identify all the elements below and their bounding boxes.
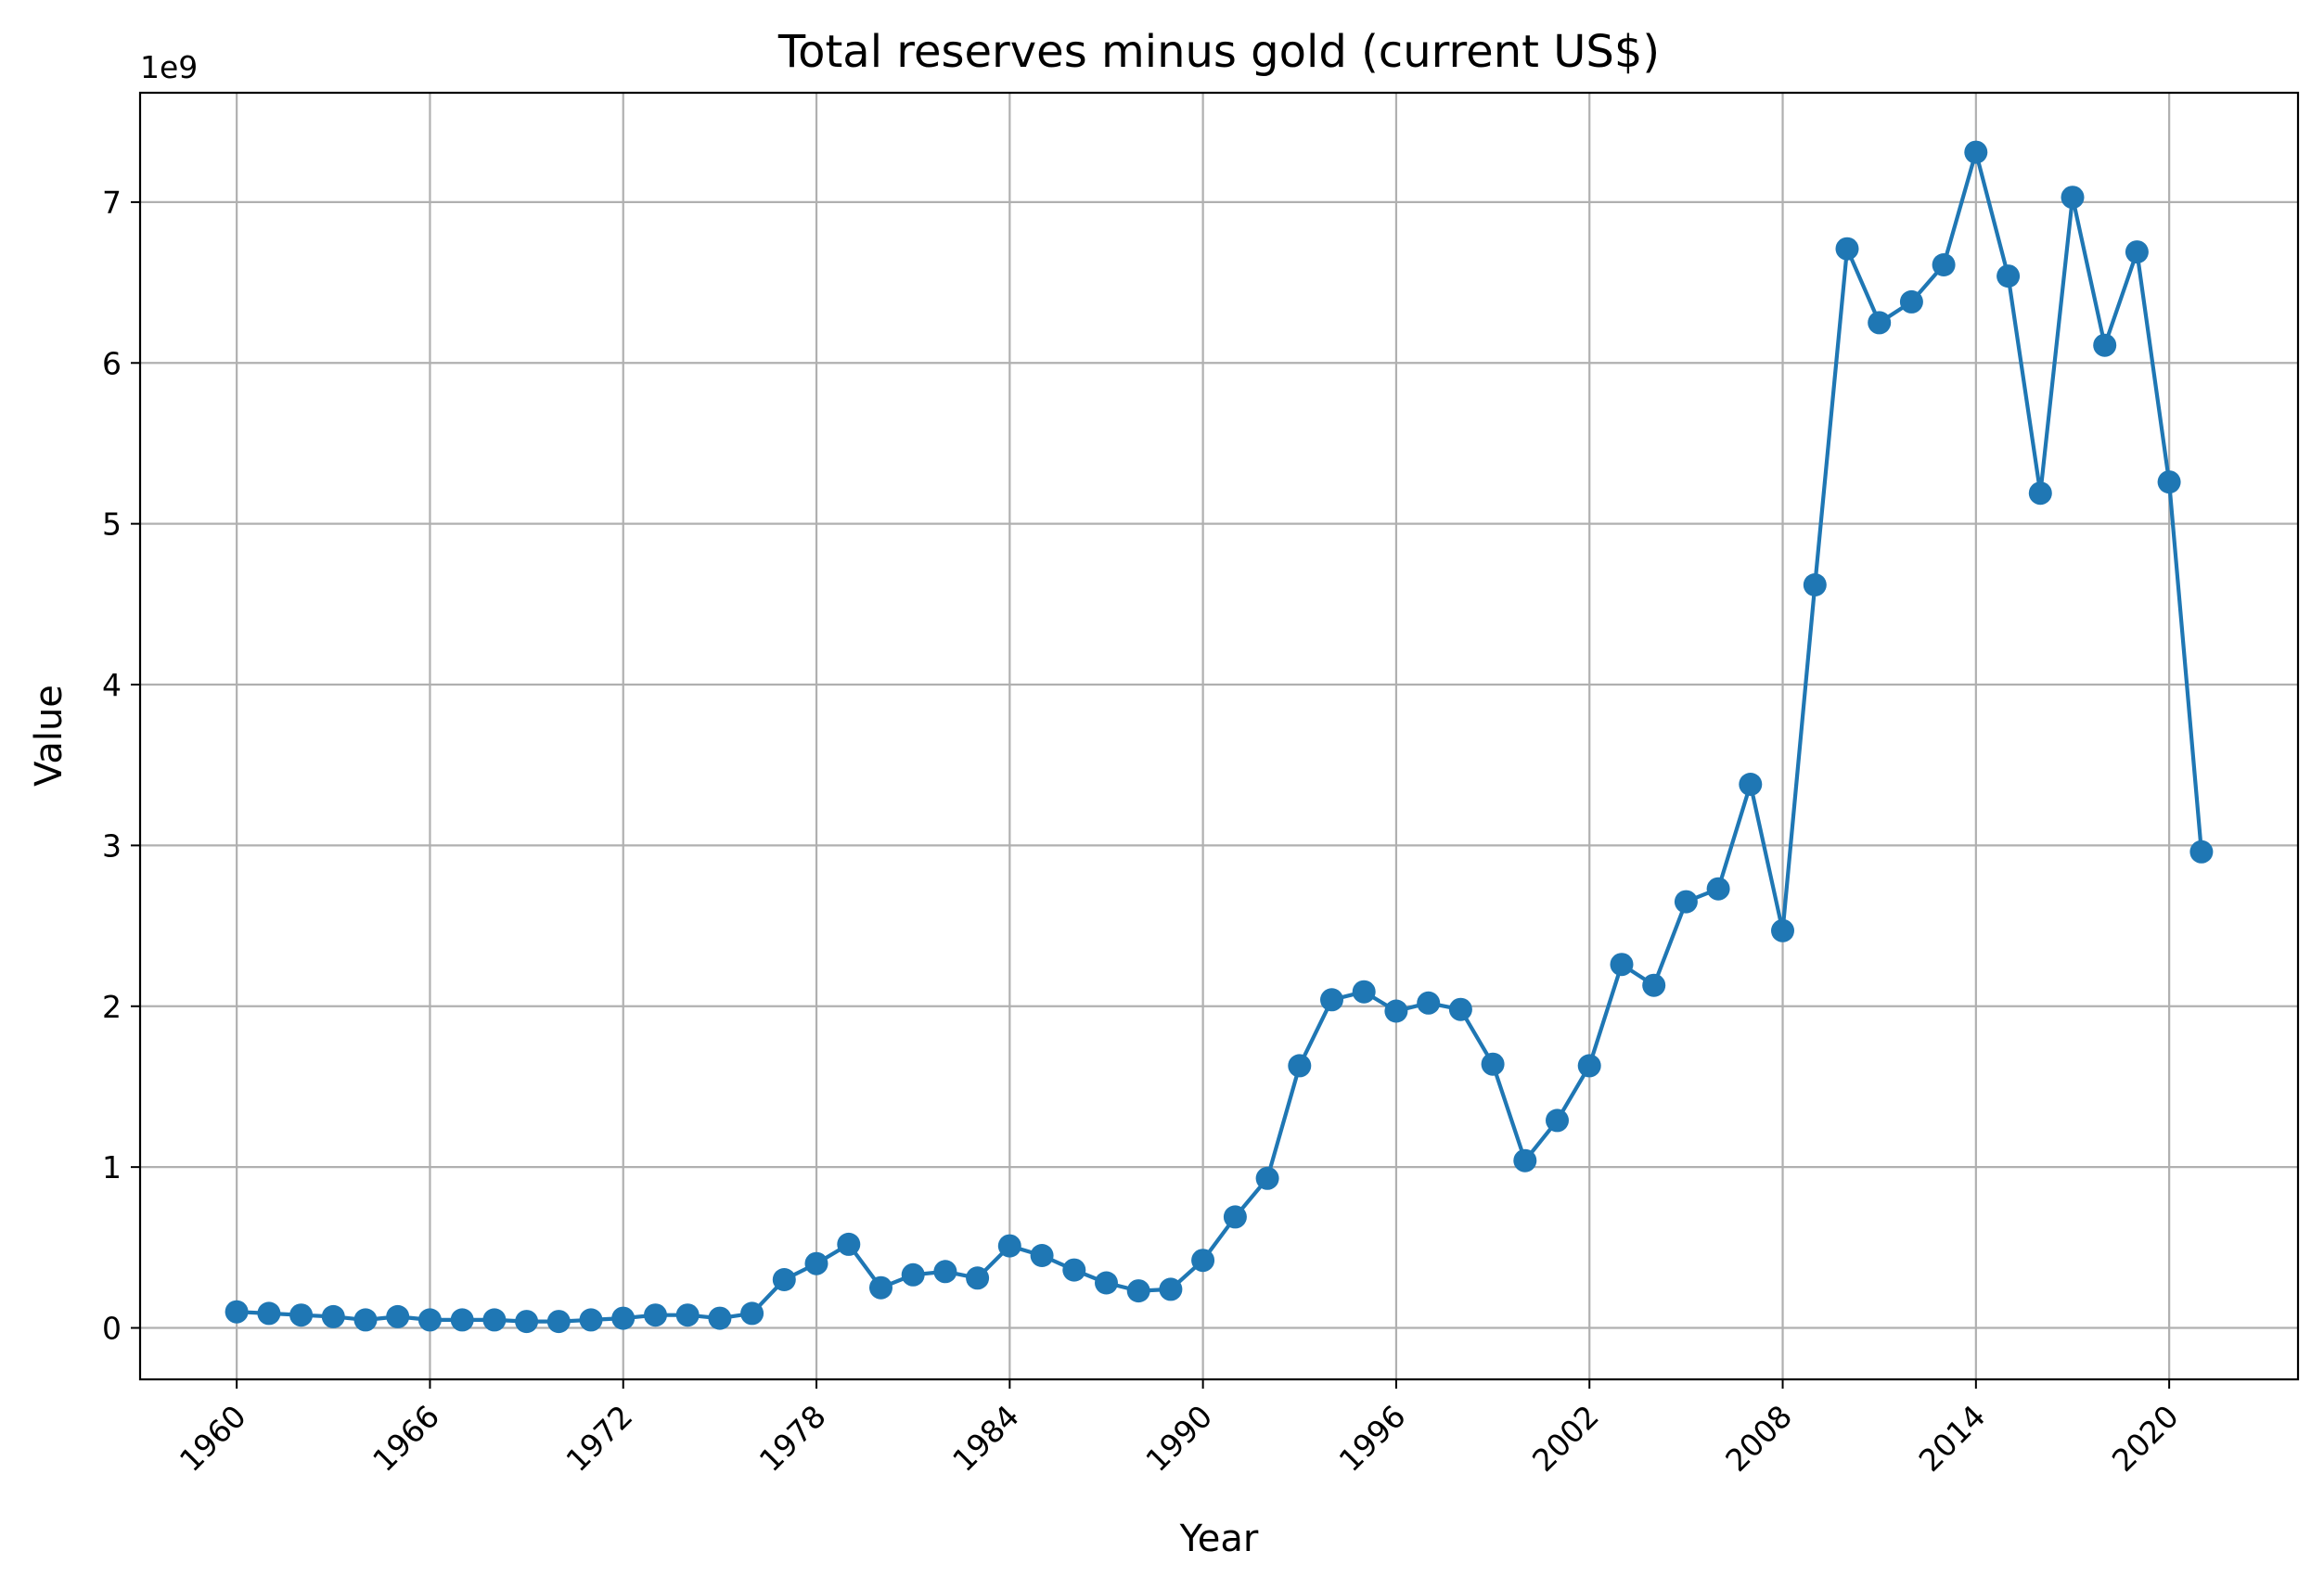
y-tick-label: 4 [102,667,122,703]
y-tick-label: 3 [102,827,122,864]
data-point [1255,1166,1279,1190]
y-tick-label: 7 [102,185,122,221]
data-point [1835,237,1859,261]
data-point [353,1308,378,1332]
y-tick-label: 5 [102,506,122,543]
data-point [2093,333,2117,357]
data-point [1288,1054,1312,1078]
data-point [2028,481,2052,506]
data-point [1803,573,1827,596]
series-layer [225,140,2214,1334]
y-tick-label: 6 [102,345,122,381]
data-point [321,1304,345,1328]
data-point [1997,264,2021,288]
data-point [933,1260,957,1284]
data-point [675,1303,700,1327]
data-point [804,1251,828,1275]
y-axis-label: Value [28,685,71,787]
data-point [1546,1108,1569,1133]
data-point [966,1266,990,1290]
data-point [837,1232,861,1256]
data-point [546,1310,571,1334]
chart-title: Total reserves minus gold (current US$) [777,26,1660,78]
data-point [1932,253,1956,276]
data-point [1223,1205,1247,1229]
data-point [1513,1148,1537,1173]
data-point [386,1304,410,1328]
data-point [611,1306,636,1330]
data-point [515,1310,539,1334]
data-point [740,1301,764,1326]
data-point [1481,1052,1505,1076]
y-tick-label: 1 [102,1149,122,1185]
y-tick-label: 0 [102,1311,122,1347]
data-point [1610,953,1634,977]
data-point [2157,470,2181,494]
x-axis-label: Year [1179,1518,1259,1560]
data-point [1739,773,1763,796]
data-point [772,1268,796,1291]
data-point [1030,1244,1054,1267]
data-point [225,1300,249,1324]
data-point [1642,973,1666,997]
y-tick-label: 2 [102,989,122,1025]
data-point [2061,186,2085,210]
data-point [1417,991,1441,1015]
data-point [1964,140,1988,164]
grid-layer [140,93,2298,1379]
data-point [417,1308,442,1332]
data-point [869,1275,892,1300]
data-point [579,1308,603,1332]
data-point [482,1308,507,1332]
y-axis-offset-label: 1e9 [140,49,198,85]
data-point [1448,997,1472,1021]
data-point [2189,839,2214,864]
data-point [1320,988,1343,1012]
data-point [1095,1271,1118,1295]
data-point [1352,980,1376,1004]
data-point [1577,1054,1601,1078]
data-point [1868,311,1892,335]
data-point [1159,1277,1183,1301]
data-point [1126,1279,1150,1303]
data-point [1191,1249,1215,1273]
data-point [257,1301,281,1326]
data-point [2125,240,2149,264]
plot-frame [138,91,2300,1381]
data-point [644,1303,667,1327]
data-point [1062,1258,1086,1282]
data-point [1899,289,1923,314]
data-point [997,1234,1021,1258]
data-point [708,1306,732,1330]
data-point [450,1308,474,1332]
data-point [1706,877,1730,901]
data-point [1384,999,1408,1023]
data-point [289,1303,314,1327]
data-point [901,1262,925,1287]
data-point [1771,918,1794,942]
data-point [1674,890,1698,914]
